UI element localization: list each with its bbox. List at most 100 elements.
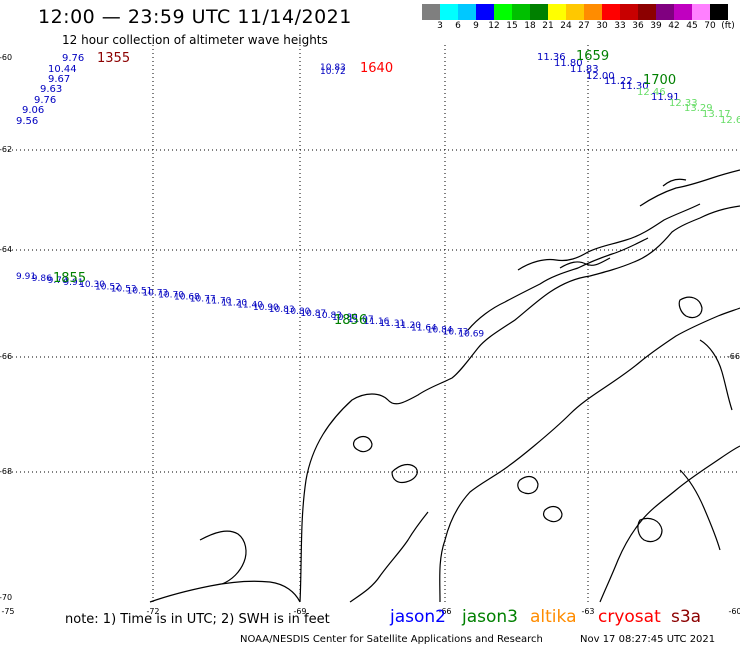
wave-height-value: 12.00 (586, 71, 615, 82)
lon-label: -63 (581, 607, 594, 616)
lon-label: -69 (293, 607, 306, 616)
wave-height-value: 10.53 (111, 284, 137, 294)
wave-height-value: 10.44 (48, 64, 77, 75)
wave-height-value: 9.63 (40, 84, 62, 95)
wave-height-value: 10.90 (253, 303, 279, 313)
scale-swatch (512, 4, 530, 20)
wave-height-value: 11.16 (364, 317, 390, 327)
lat-label: -68 (0, 467, 12, 476)
wave-height-value: 11.36 (537, 52, 566, 63)
scale-swatch (548, 4, 566, 20)
scale-tick-label: 24 (560, 21, 572, 31)
scale-swatch (566, 4, 584, 20)
scale-swatch (656, 4, 674, 20)
wave-height-value: 9.91 (63, 278, 83, 288)
scale-swatch (494, 4, 512, 20)
wave-height-value: 11.22 (604, 76, 633, 87)
pass-time: 1856 (334, 313, 367, 328)
wave-height-value: 11.91 (651, 92, 680, 103)
wave-height-value: 10.80 (332, 313, 358, 323)
pass-time: 1855 (53, 271, 86, 286)
wave-height-value: 13.17 (702, 109, 731, 120)
wave-height-value: 10.73 (142, 288, 168, 298)
wave-height-value: 13.29 (684, 103, 713, 114)
scale-swatch (422, 4, 440, 20)
grid-lines (8, 45, 740, 603)
wave-height-value: 10.72 (320, 67, 346, 77)
scale-tick-label: 36 (632, 21, 644, 31)
wave-height-value: 9.56 (16, 116, 38, 127)
wave-height-value: 9.86 (32, 274, 52, 284)
wave-height-value: 10.73 (443, 327, 469, 337)
wave-height-value: 10.87 (300, 309, 326, 319)
wave-height-value: 9.76 (34, 95, 56, 106)
wave-height-value: 10.80 (285, 307, 311, 317)
scale-tick-label: (ft) (721, 21, 735, 31)
scale-swatch (458, 4, 476, 20)
scale-tick-label: 27 (578, 21, 590, 31)
scale-swatch (530, 4, 548, 20)
wave-height-value: 10.83 (320, 63, 346, 73)
wave-height-value: 10.83 (316, 311, 342, 321)
wave-height-value: 9.76 (62, 53, 84, 64)
scale-tick-label: 12 (488, 21, 500, 31)
wave-height-value: 9.70 (48, 276, 68, 286)
pass-time: 1700 (643, 73, 676, 88)
wave-height-value: 11.40 (237, 301, 263, 311)
scale-swatch (692, 4, 710, 20)
satellite-legend-item: s3a (671, 607, 702, 627)
lon-label: -66 (438, 607, 451, 616)
scale-tick-label: 42 (668, 21, 680, 31)
wave-height-value: 12.6 (720, 115, 740, 126)
satellite-legend-item: jason3 (462, 607, 518, 627)
footer-timestamp: Nov 17 08:27:45 UTC 2021 (580, 634, 716, 645)
scale-swatch (620, 4, 638, 20)
wave-height-value: 11.70 (206, 297, 232, 307)
wave-height-value: 9.06 (22, 105, 44, 116)
scale-swatch (710, 4, 728, 20)
satellite-legend-item: cryosat (598, 607, 661, 627)
lon-label: -72 (146, 607, 159, 616)
lon-label: -75 (1, 607, 14, 616)
scale-tick-label: 15 (506, 21, 518, 31)
scale-swatch (440, 4, 458, 20)
wave-height-value: 11.80 (554, 58, 583, 69)
scale-swatch (674, 4, 692, 20)
lat-label: -62 (0, 145, 12, 154)
wave-height-value: 10.70 (158, 290, 184, 300)
lat-label: -70 (0, 593, 12, 602)
scale-tick-label: 6 (455, 21, 461, 31)
scale-swatch (638, 4, 656, 20)
scale-swatch (602, 4, 620, 20)
coastline (149, 169, 740, 603)
wave-height-value: 9.91 (16, 272, 36, 282)
scale-tick-label: 9 (473, 21, 479, 31)
wave-height-value: 11.30 (620, 81, 649, 92)
pass-time: 1640 (360, 61, 393, 76)
page-title: 12:00 — 23:59 UTC 11/14/2021 (38, 6, 352, 28)
footer-credit: NOAA/NESDIS Center for Satellite Applica… (240, 634, 543, 645)
pass-time: 1355 (97, 51, 130, 66)
wave-height-value: 11.31 (379, 319, 405, 329)
satellite-legend-item: jason2 (390, 607, 446, 627)
wave-height-value: 10.68 (174, 293, 200, 303)
wave-height-value: 11.83 (570, 64, 599, 75)
wave-height-value: 12.46 (637, 87, 666, 98)
scale-tick-label: 39 (650, 21, 662, 31)
wave-height-value: 10.52 (95, 282, 121, 292)
wave-height-value: 11.07 (348, 315, 374, 325)
footer-note: note: 1) Time is in UTC; 2) SWH is in fe… (65, 612, 330, 627)
wave-height-value: 12.33 (669, 98, 698, 109)
lat-label: -64 (0, 245, 12, 254)
scale-tick-label: 45 (686, 21, 698, 31)
wave-height-value: 10.30 (79, 280, 105, 290)
wave-height-value: 10.83 (269, 305, 295, 315)
scale-tick-label: 21 (542, 21, 554, 31)
wave-height-value: 11.64 (411, 323, 437, 333)
lat-label: -66 (0, 352, 12, 361)
lat-label-right: -66 (727, 352, 740, 361)
wave-height-value: 10.77 (190, 295, 216, 305)
wave-height-value: 10.84 (427, 325, 453, 335)
wave-height-value: 9.67 (48, 74, 70, 85)
